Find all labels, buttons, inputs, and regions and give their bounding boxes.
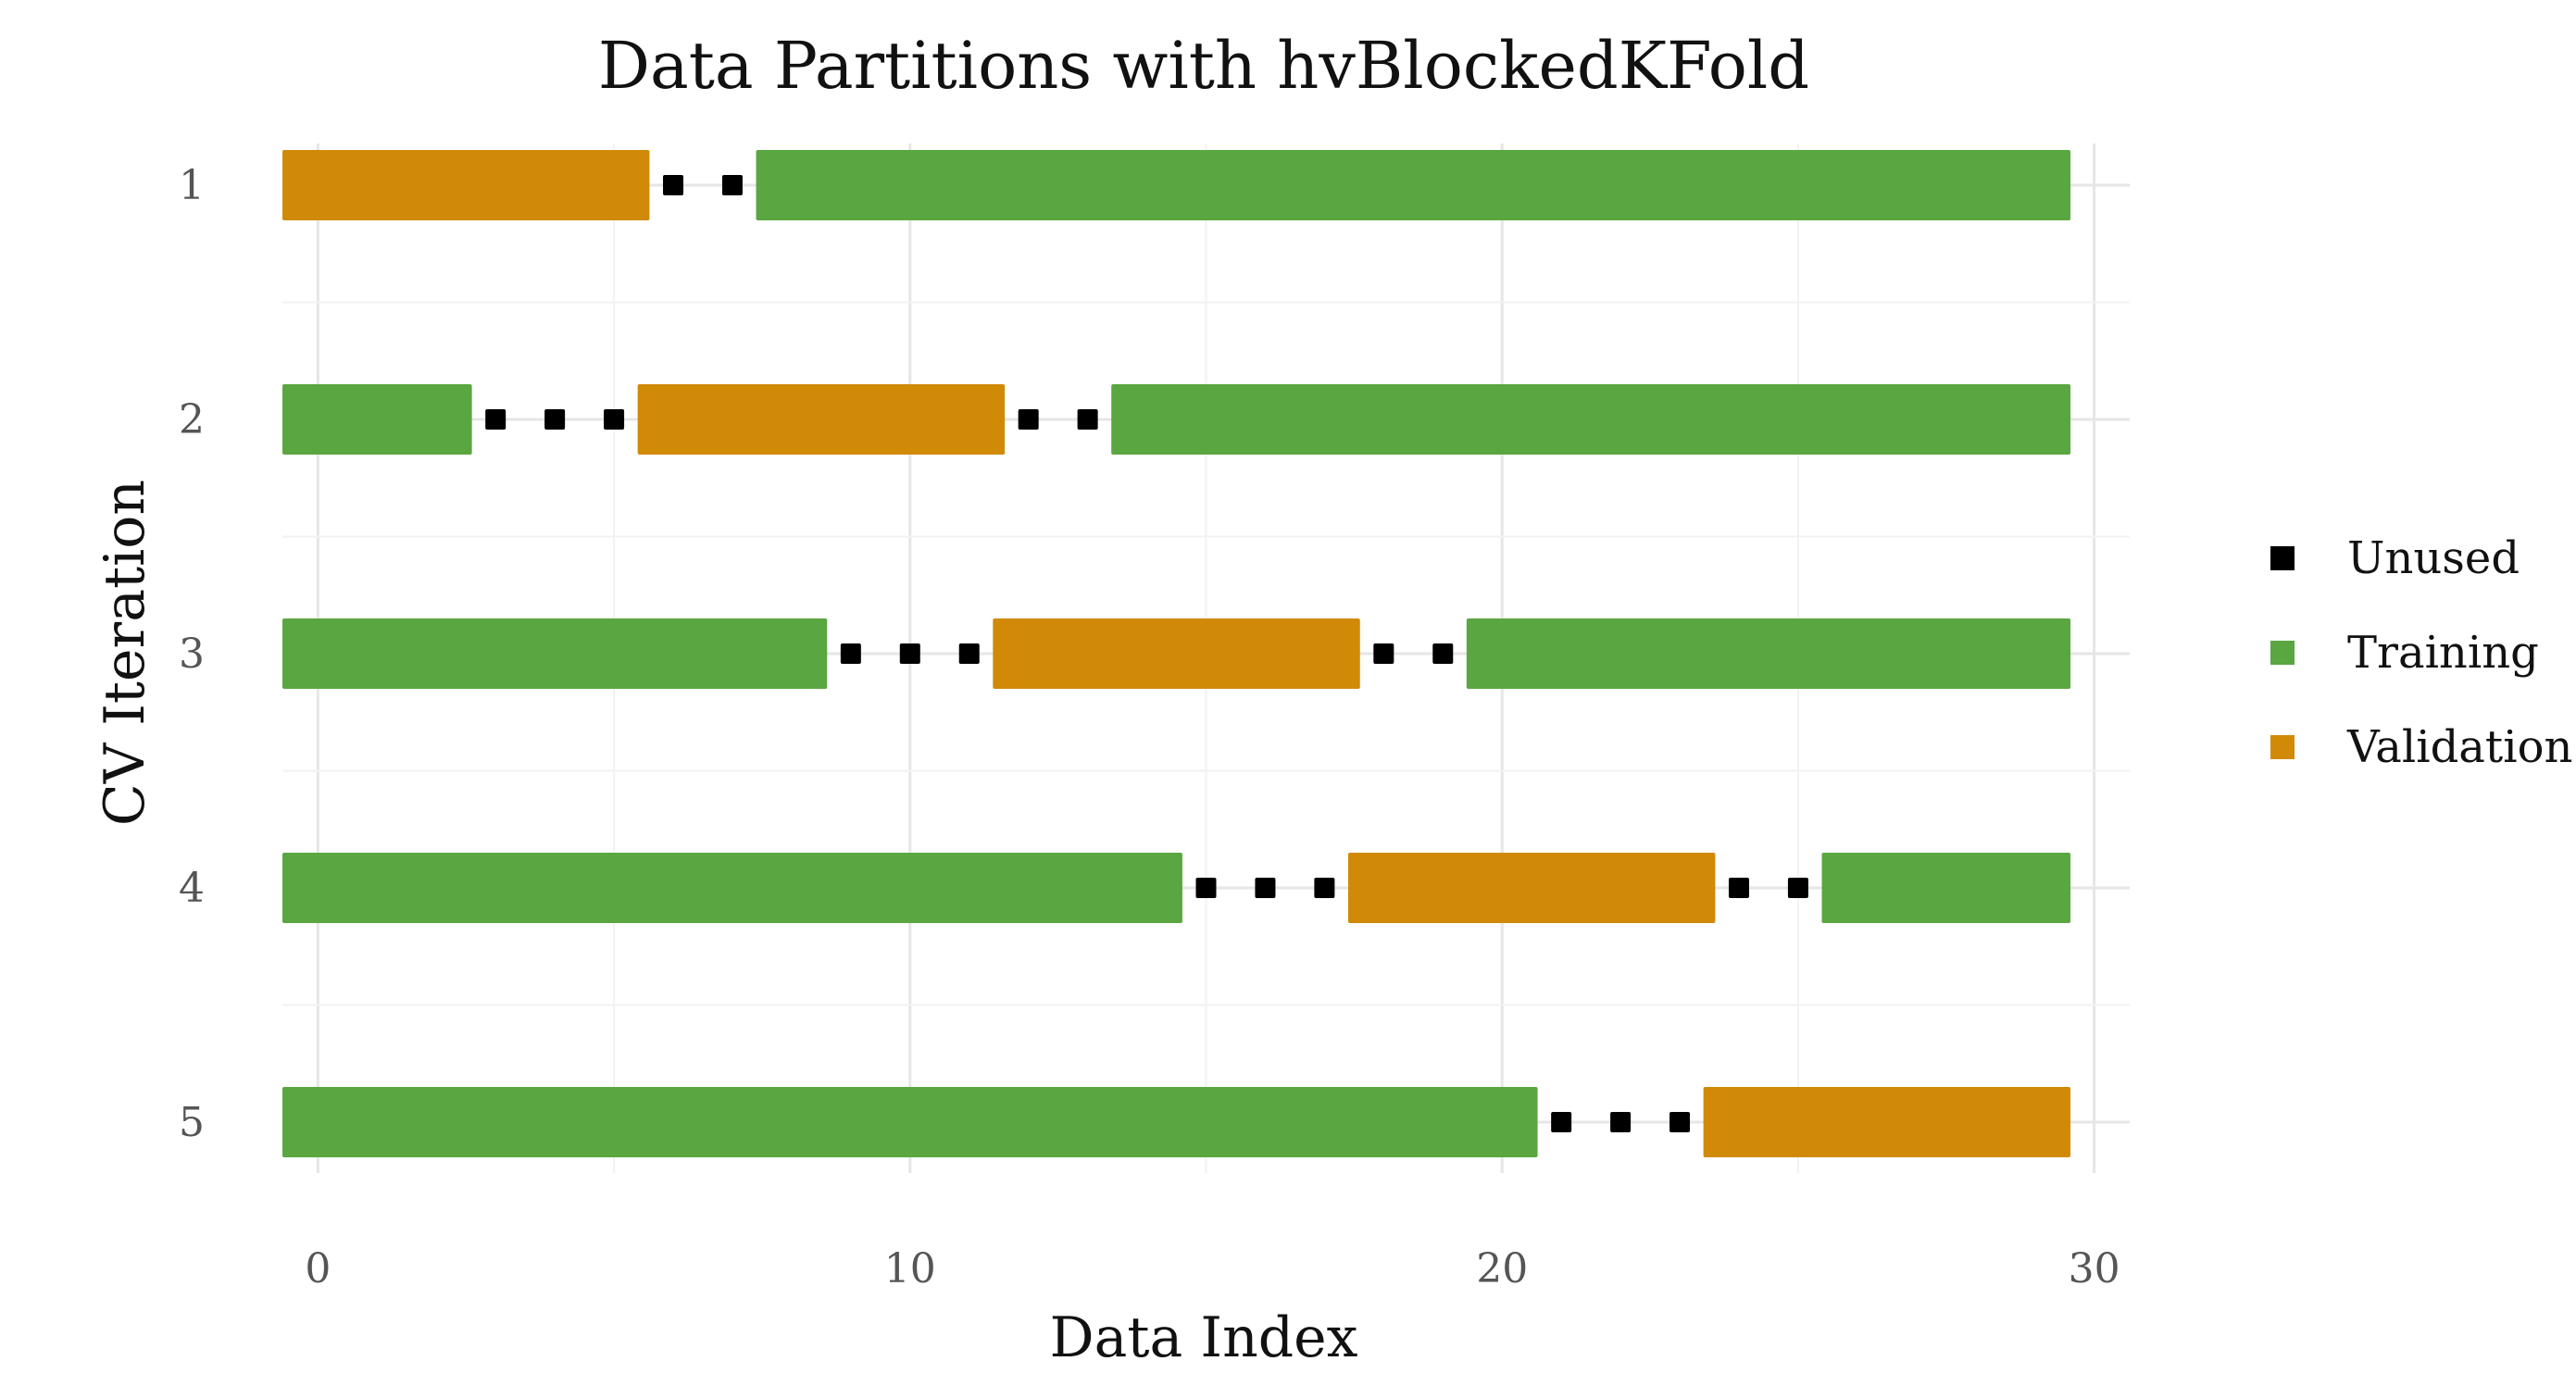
training-bar [282,1087,1538,1157]
unused-marker [1314,878,1335,898]
x-tick-label: 0 [305,1245,331,1292]
y-tick-label: 3 [179,631,205,678]
x-axis-title: Data Index [1050,1305,1358,1370]
training-bar [282,618,828,689]
unused-marker [721,175,743,195]
unused-marker [1077,409,1098,430]
validation-bar [282,150,650,220]
training-bar [282,384,472,455]
legend-swatch-validation [2270,735,2295,759]
y-tick-label: 2 [179,396,205,443]
bars-layer [282,150,2071,1157]
unused-marker [1551,1112,1572,1132]
unused-marker [1255,878,1276,898]
unused-marker [840,643,861,664]
validation-bar [637,384,1006,455]
unused-marker [1728,878,1749,898]
training-bar [1111,384,2071,455]
legend-swatch-unused [2270,546,2295,570]
unused-marker [1669,1112,1691,1132]
unused-marker [1432,643,1454,664]
unused-marker [604,409,625,430]
chart-title: Data Partitions with hvBlockedKFold [598,28,1809,104]
y-axis-title: CV Iteration [93,480,157,826]
legend-swatch-training [2270,641,2295,665]
unused-marker [1373,643,1394,664]
x-tick-label: 10 [884,1245,936,1292]
validation-bar [993,618,1360,689]
legend-label-validation: Validation [2346,721,2572,773]
unused-marker [1610,1112,1632,1132]
ticks-layer: 0 10 20 30 1 2 3 4 5 [179,162,2120,1292]
unused-marker [485,409,506,430]
validation-bar [1703,1087,2071,1157]
y-tick-label: 1 [179,162,205,209]
training-bar [1821,853,2071,923]
unused-marker [1018,409,1039,430]
validation-bar [1347,853,1716,923]
unused-marker [899,643,920,664]
training-bar [282,853,1182,923]
legend: Unused Training Validation [2270,532,2572,773]
unused-marker [958,643,980,664]
training-bar [1466,618,2071,689]
unused-marker [1787,878,1808,898]
x-tick-label: 20 [1476,1245,1528,1292]
unused-marker [663,175,684,195]
training-bar [756,150,2071,220]
legend-label-training: Training [2347,627,2539,679]
legend-label-unused: Unused [2347,532,2520,584]
y-tick-label: 4 [179,865,205,912]
y-tick-label: 5 [179,1099,205,1146]
x-tick-label: 30 [2069,1245,2120,1292]
unused-marker [1195,878,1217,898]
unused-marker [544,409,566,430]
